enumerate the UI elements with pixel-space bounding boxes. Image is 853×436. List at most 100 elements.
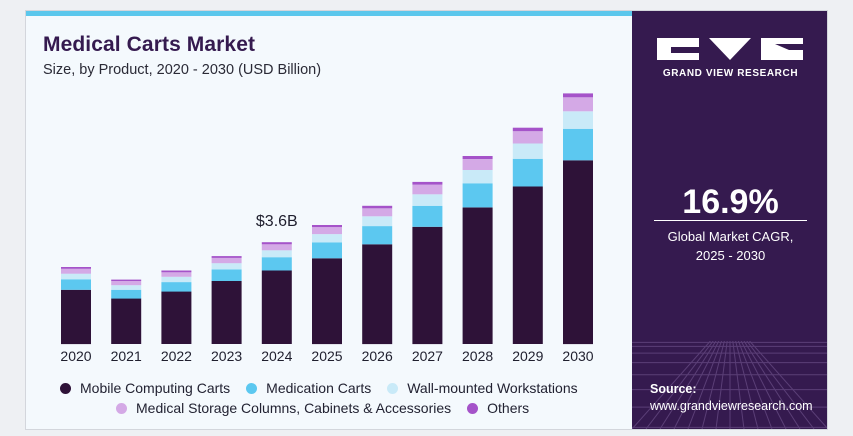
- source-link[interactable]: www.grandviewresearch.com: [650, 399, 813, 413]
- grid-line: [659, 341, 717, 429]
- bar-2022-mobile: [161, 291, 192, 344]
- bar-2024-others: [261, 242, 292, 245]
- cagr-label-line2: 2025 - 2030: [695, 248, 766, 263]
- x-tick-label: 2021: [111, 348, 142, 364]
- bar-2024-mobile: [261, 270, 292, 344]
- cagr-divider: [654, 220, 807, 221]
- x-tick-label: 2026: [362, 348, 393, 364]
- x-tick-label: 2030: [562, 348, 593, 364]
- x-tick-label: 2020: [60, 348, 91, 364]
- bar-2027-wall: [412, 194, 443, 206]
- bar-2020-medication: [61, 279, 91, 290]
- legend-item-storage: Medical Storage Columns, Cabinets & Acce…: [116, 400, 451, 416]
- summary-panel: GRAND VIEW RESEARCH 16.9% Global Market …: [632, 11, 827, 429]
- bar-2025-others: [312, 225, 342, 228]
- legend-row-1: Mobile Computing Carts Medication Carts …: [60, 378, 620, 398]
- bar-2029-medication: [512, 158, 543, 187]
- bar-2022-storage: [161, 272, 192, 277]
- legend-swatch-wall: [387, 382, 399, 394]
- infographic-card: Medical Carts Market Size, by Product, 2…: [25, 10, 828, 430]
- bar-2025-storage: [312, 227, 342, 235]
- bar-2023-storage: [211, 257, 242, 264]
- grid-line: [645, 341, 714, 429]
- grid-line: [687, 341, 723, 429]
- bar-2020-others: [61, 267, 91, 269]
- legend-label-storage: Medical Storage Columns, Cabinets & Acce…: [136, 400, 452, 416]
- bar-2029-wall: [512, 143, 543, 159]
- bar-2021-medication: [111, 289, 142, 299]
- source-label: Source:: [650, 382, 697, 396]
- bar-2023-mobile: [211, 281, 242, 344]
- bar-2030-others: [563, 93, 593, 98]
- grid-line: [715, 341, 728, 429]
- bar-2029-mobile: [512, 186, 543, 344]
- bar-2023-wall: [211, 263, 242, 270]
- grid-line: [743, 341, 801, 429]
- legend-item-wall: Wall-mounted Workstations: [387, 380, 578, 396]
- bar-2024-storage: [261, 244, 292, 251]
- legend-item-others: Others: [467, 400, 529, 416]
- legend-swatch-mobile: [60, 382, 71, 394]
- bar-2028-mobile: [462, 207, 493, 344]
- chart-legend: Mobile Computing Carts Medication Carts …: [60, 378, 620, 418]
- bar-2021-storage: [111, 281, 142, 286]
- bar-2020-wall: [61, 273, 91, 280]
- bar-2023-others: [211, 256, 242, 258]
- bar-2020-storage: [61, 268, 91, 274]
- x-tick-label: 2028: [462, 348, 493, 364]
- annotation-label: $3.6B: [256, 213, 298, 230]
- legend-swatch-medication: [246, 382, 258, 394]
- legend-label-wall: Wall-mounted Workstations: [407, 380, 578, 396]
- x-tick-label: 2027: [412, 348, 443, 364]
- bar-2027-medication: [412, 205, 443, 227]
- legend-label-medication: Medication Carts: [266, 380, 372, 396]
- top-accent-bar: [26, 11, 632, 16]
- bar-2028-storage: [462, 159, 493, 170]
- bar-2026-storage: [362, 208, 393, 217]
- grid-line: [740, 341, 787, 429]
- grid-line: [735, 341, 759, 429]
- bar-2026-medication: [362, 226, 393, 245]
- bar-2027-others: [412, 181, 443, 185]
- cagr-value: 16.9%: [682, 183, 779, 221]
- grid-line: [673, 341, 720, 429]
- bar-2027-mobile: [412, 226, 443, 345]
- bar-2022-others: [161, 270, 192, 273]
- bar-2025-wall: [312, 234, 342, 243]
- grid-line: [746, 341, 815, 429]
- legend-item-medication: Medication Carts: [246, 380, 371, 396]
- grid-line: [737, 341, 773, 429]
- cagr-label: Global Market CAGR, 2025 - 2030: [632, 227, 827, 265]
- cagr-label-line1: Global Market CAGR,: [667, 229, 794, 244]
- legend-swatch-storage: [116, 402, 127, 414]
- bar-2030-mobile: [563, 160, 593, 345]
- bar-2022-wall: [161, 276, 192, 283]
- bar-2024-wall: [261, 250, 292, 258]
- chart-title: Medical Carts Market: [43, 33, 256, 56]
- legend-swatch-others: [467, 402, 479, 414]
- bar-2026-others: [362, 205, 393, 209]
- brand-name: GRAND VIEW RESEARCH: [662, 68, 799, 79]
- bar-2026-wall: [362, 216, 393, 227]
- bar-2028-others: [462, 156, 493, 160]
- legend-label-mobile: Mobile Computing Carts: [80, 380, 231, 396]
- legend-row-2: Medical Storage Columns, Cabinets & Acce…: [60, 398, 620, 418]
- x-tick-label: 2022: [161, 348, 192, 364]
- bar-2022-medication: [161, 282, 192, 292]
- bar-2030-storage: [563, 97, 593, 112]
- bar-2030-medication: [563, 128, 593, 161]
- x-tick-label: 2024: [261, 348, 292, 364]
- bar-2029-others: [512, 127, 543, 132]
- bar-2028-medication: [462, 183, 493, 208]
- bar-2021-others: [111, 279, 142, 281]
- bar-2029-storage: [512, 131, 543, 144]
- grid-line: [701, 341, 725, 429]
- bar-2021-wall: [111, 285, 142, 290]
- stacked-bar-chart: 2020 2021 2022 2023 2024 $3.6B 2025 2026 2027 202…: [60, 93, 594, 364]
- decorative-grid: [632, 341, 827, 429]
- grand-view-research-logo-icon: [657, 38, 803, 60]
- bar-2021-mobile: [111, 298, 142, 344]
- bar-2025-medication: [312, 242, 342, 259]
- bar-2020-mobile: [61, 289, 91, 345]
- x-tick-label: 2029: [512, 348, 543, 364]
